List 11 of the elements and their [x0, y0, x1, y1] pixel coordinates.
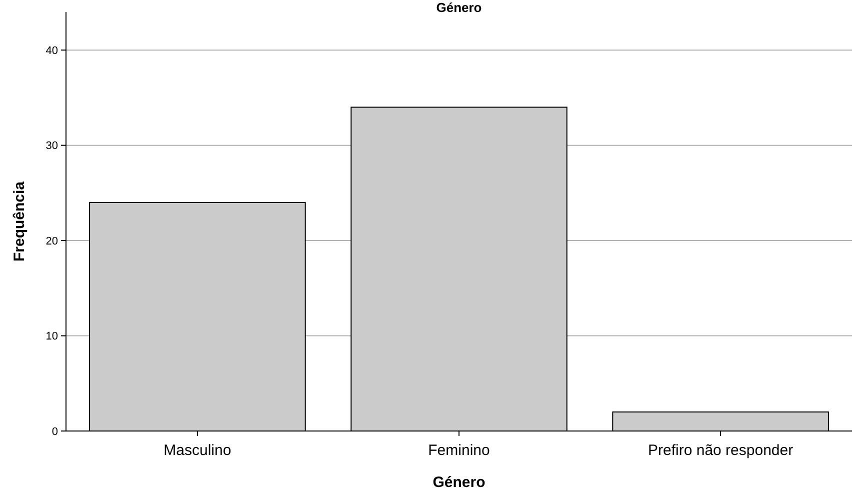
x-tick-label: Masculino: [164, 442, 232, 459]
y-axis-title: Frequência: [11, 180, 28, 262]
x-tick-label: Prefiro não responder: [648, 442, 794, 459]
chart-title: Género: [436, 0, 482, 15]
x-tick-label: Feminino: [428, 442, 490, 459]
y-tick-label: 10: [46, 330, 58, 343]
y-tick-label: 30: [46, 140, 58, 152]
y-tick-label: 40: [46, 44, 58, 57]
y-tick-label: 0: [52, 426, 58, 438]
x-axis-title: Género: [432, 474, 486, 491]
y-tick-label: 20: [46, 235, 58, 248]
